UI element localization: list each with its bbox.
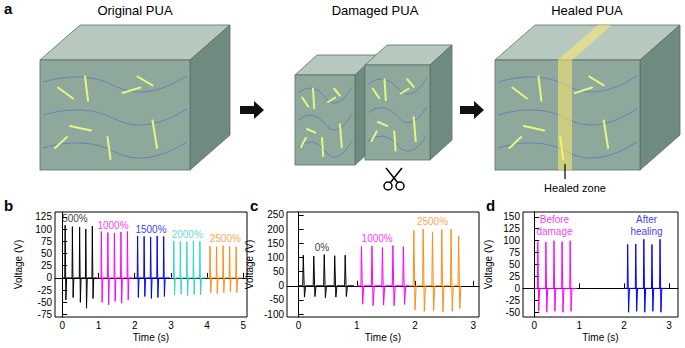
- svg-text:200: 200: [267, 224, 284, 235]
- svg-text:After: After: [636, 214, 658, 225]
- svg-text:2500%: 2500%: [417, 216, 448, 227]
- svg-text:2: 2: [132, 320, 138, 331]
- svg-text:-25: -25: [38, 285, 53, 296]
- svg-text:1: 1: [354, 320, 360, 331]
- svg-text:2: 2: [412, 320, 418, 331]
- svg-text:Healed PUA: Healed PUA: [551, 3, 623, 18]
- svg-text:Voltage (V): Voltage (V): [244, 240, 255, 289]
- svg-text:b: b: [4, 197, 13, 214]
- svg-text:150: 150: [503, 211, 520, 222]
- svg-text:c: c: [250, 197, 258, 214]
- svg-text:Time (s): Time (s): [133, 332, 169, 343]
- svg-text:Voltage (V): Voltage (V): [483, 240, 494, 289]
- svg-text:2: 2: [621, 320, 627, 331]
- svg-text:50: 50: [273, 266, 285, 277]
- svg-text:0: 0: [46, 272, 52, 283]
- svg-text:3: 3: [470, 320, 476, 331]
- svg-text:500%: 500%: [62, 213, 88, 224]
- svg-text:d: d: [486, 197, 495, 214]
- svg-text:-75: -75: [38, 309, 53, 320]
- svg-text:Before: Before: [540, 214, 570, 225]
- svg-text:75: 75: [41, 236, 53, 247]
- svg-text:125: 125: [35, 211, 52, 222]
- svg-text:100: 100: [503, 235, 520, 246]
- svg-text:3: 3: [666, 320, 672, 331]
- svg-text:-50: -50: [506, 307, 521, 318]
- svg-text:Time (s): Time (s): [365, 332, 401, 343]
- svg-text:100: 100: [35, 224, 52, 235]
- svg-text:Time (s): Time (s): [582, 332, 618, 343]
- svg-text:50: 50: [41, 248, 53, 259]
- svg-text:5: 5: [241, 320, 247, 331]
- svg-text:4: 4: [204, 320, 210, 331]
- svg-text:healing: healing: [630, 226, 662, 237]
- svg-text:150: 150: [267, 238, 284, 249]
- svg-text:1: 1: [96, 320, 102, 331]
- svg-text:-25: -25: [506, 295, 521, 306]
- svg-text:Voltage (V): Voltage (V): [13, 240, 24, 289]
- svg-text:2500%: 2500%: [210, 233, 241, 244]
- svg-text:-50: -50: [38, 297, 53, 308]
- svg-text:25: 25: [41, 260, 53, 271]
- svg-text:1: 1: [576, 320, 582, 331]
- svg-text:3: 3: [168, 320, 174, 331]
- svg-text:50: 50: [509, 259, 521, 270]
- svg-text:100: 100: [267, 252, 284, 263]
- svg-text:0: 0: [531, 320, 537, 331]
- svg-text:0: 0: [278, 280, 284, 291]
- svg-text:1500%: 1500%: [135, 224, 166, 235]
- svg-text:25: 25: [509, 271, 521, 282]
- svg-text:-50: -50: [270, 294, 285, 305]
- svg-text:Original PUA: Original PUA: [97, 3, 172, 18]
- svg-text:-100: -100: [264, 309, 284, 320]
- svg-text:2000%: 2000%: [172, 229, 203, 240]
- svg-text:Damaged PUA: Damaged PUA: [332, 3, 419, 18]
- svg-text:damage: damage: [536, 226, 573, 237]
- svg-text:0: 0: [514, 283, 520, 294]
- svg-text:Healed zone: Healed zone: [544, 182, 606, 194]
- svg-text:0: 0: [59, 320, 65, 331]
- svg-text:a: a: [4, 0, 13, 17]
- svg-text:125: 125: [503, 223, 520, 234]
- svg-text:250: 250: [267, 209, 284, 220]
- svg-text:1000%: 1000%: [97, 220, 128, 231]
- svg-text:75: 75: [509, 247, 521, 258]
- svg-text:0: 0: [296, 320, 302, 331]
- svg-text:0%: 0%: [315, 242, 330, 253]
- svg-text:1000%: 1000%: [362, 233, 393, 244]
